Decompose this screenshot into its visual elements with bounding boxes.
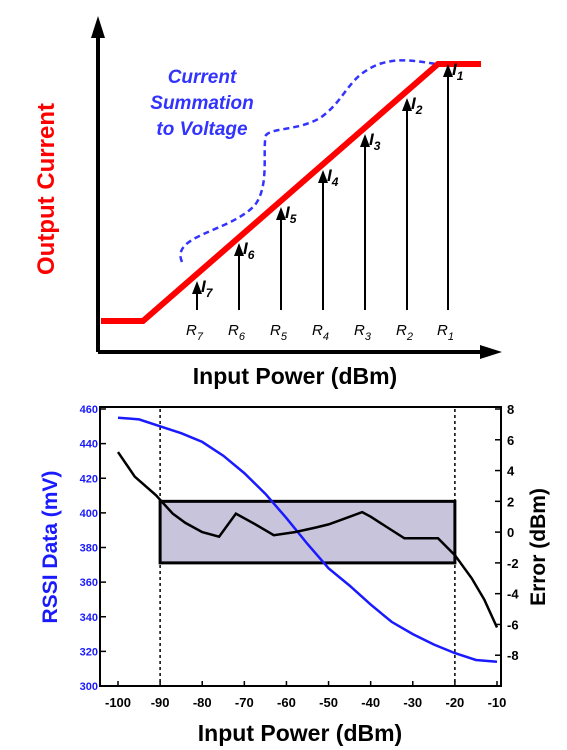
y2-tick-label-4: 0 [507, 525, 514, 540]
y-tick-label-3: 360 [80, 577, 98, 589]
x-tick-label-9: -10 [488, 695, 507, 710]
y-tick-label-4: 380 [80, 543, 98, 555]
y-tick-label-1: 320 [80, 646, 98, 658]
stage-resistor-label-4: R4 [312, 322, 329, 343]
output-current-chart: Output Current Input Power (dBm) Current… [33, 16, 502, 389]
x-tick-label-2: -80 [193, 695, 212, 710]
stage-arrowhead-6 [234, 243, 244, 256]
stage-resistor-label-5: R5 [270, 322, 288, 343]
y-tick-label-5: 400 [80, 508, 98, 520]
y2-tick-label-1: -6 [507, 617, 519, 632]
annotation-line-2: Summation [150, 93, 253, 114]
y2-tick-label-5: 2 [507, 494, 514, 509]
y-tick-label-2: 340 [80, 612, 98, 624]
rssi-x-axis-title: Input Power (dBm) [198, 720, 402, 746]
y-tick-label-7: 440 [80, 439, 98, 451]
rssi-y-ticks: 300 320 340 360 380 400 420 440 460 [80, 404, 106, 693]
y-tick-label-0: 300 [80, 681, 98, 693]
rssi-y2-ticks: -8 -6 -4 -2 0 2 4 6 8 [495, 402, 519, 663]
x-tick-label-5: -50 [319, 695, 338, 710]
stage-arrowhead-3 [360, 134, 370, 147]
stage-current-label-7: I7 [201, 277, 214, 300]
rssi-chart: -100 -90 -80 -70 -60 -50 -40 -30 -20 -10 30032034… [39, 402, 550, 746]
reference-lines [159, 409, 456, 686]
stage-arrowhead-7 [192, 281, 202, 294]
annotation-line-1: Current [168, 67, 237, 88]
stage-resistor-label-7: R7 [186, 322, 204, 343]
y-tick-label-8: 460 [80, 404, 98, 416]
current-summation-curve [179, 59, 437, 263]
stage-arrowhead-1 [443, 64, 453, 77]
top-x-axis-title: Input Power (dBm) [193, 363, 397, 389]
output-current-line [101, 61, 481, 324]
rssi-data-line [117, 416, 498, 664]
rssi-plot-frame [99, 406, 502, 687]
y2-tick-label-3: -2 [507, 556, 519, 571]
stage-arrows: I1 R1 I2 R2 I3 R3 I4 R4 I5 R5 I6 R6 I7 R7 [186, 60, 464, 343]
y2-tick-label-2: -4 [507, 587, 519, 602]
x-tick-label-1: -90 [151, 695, 170, 710]
y2-tick-label-7: 6 [507, 433, 514, 448]
x-tick-label-4: -60 [277, 695, 296, 710]
stage-current-label-6: I6 [243, 239, 255, 262]
stage-current-label-1: I1 [452, 60, 464, 83]
y-tick-label-6: 420 [80, 473, 98, 485]
x-tick-label-3: -70 [235, 695, 254, 710]
y2-tick-label-8: 8 [507, 402, 514, 417]
stage-current-label-4: I4 [327, 166, 339, 189]
error-line [116, 451, 499, 629]
stage-arrowhead-5 [276, 207, 286, 220]
top-x-axis-arrow [480, 345, 502, 359]
stage-resistor-label-2: R2 [396, 322, 413, 343]
stage-resistor-label-3: R3 [354, 322, 372, 343]
rssi-x-ticks: -100 -90 -80 -70 -60 -50 -40 -30 -20 -10 [105, 681, 506, 710]
x-tick-label-6: -40 [361, 695, 380, 710]
x-tick-label-0: -100 [105, 695, 131, 710]
stage-resistor-label-6: R6 [228, 322, 246, 343]
y2-tick-label-6: 4 [507, 464, 515, 479]
top-y-axis-title: Output Current [33, 103, 60, 275]
stage-current-label-2: I2 [411, 94, 423, 117]
stage-current-label-3: I3 [369, 130, 381, 153]
stage-arrowhead-2 [402, 98, 412, 111]
stage-current-label-5: I5 [285, 203, 297, 226]
rssi-y2-axis-title: Error (dBm) [527, 488, 550, 606]
rssi-y-axis-title: RSSI Data (mV) [39, 471, 62, 624]
stage-arrowhead-4 [318, 170, 328, 183]
top-y-axis-arrow [91, 16, 105, 38]
y2-tick-label-0: -8 [507, 648, 519, 663]
error-window [158, 499, 457, 565]
x-tick-label-7: -30 [403, 695, 422, 710]
x-tick-label-8: -20 [445, 695, 464, 710]
annotation-line-3: to Voltage [156, 119, 248, 140]
stage-resistor-label-1: R1 [437, 322, 454, 343]
